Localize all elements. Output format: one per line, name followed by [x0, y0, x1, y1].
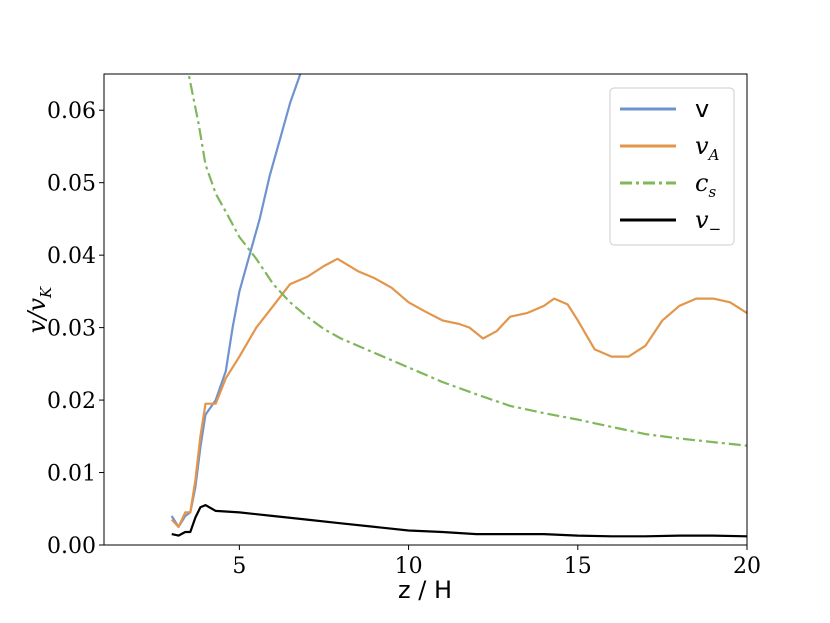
legend: v vA cs v−	[609, 87, 735, 246]
legend-frame	[609, 87, 735, 246]
series-line-c-s-line	[187, 74, 747, 447]
y-tick-label: 0.03	[47, 317, 96, 342]
x-tick-label: 5	[232, 554, 246, 579]
y-axis-label-main: v/v	[23, 298, 51, 334]
legend-label: v	[695, 95, 709, 123]
y-tick-label: 0.04	[47, 244, 96, 269]
legend-label: cs	[695, 169, 716, 201]
y-tick-label: 0.06	[47, 99, 96, 124]
series-layer	[170, 74, 747, 538]
legend-label: v−	[695, 206, 721, 238]
series-line-v-a-line	[170, 257, 747, 528]
x-tick-label: 15	[564, 554, 592, 579]
x-axis-label: z / H	[398, 576, 452, 604]
y-tick-label: 0.05	[47, 172, 96, 197]
series-line-v-line	[171, 504, 747, 538]
x-tick-label: 20	[733, 554, 761, 579]
y-tick-label: 0.02	[47, 389, 96, 414]
y-axis-label-sub: K	[37, 286, 55, 299]
x-axis: 5 10 15 20	[232, 545, 761, 579]
legend-label: vA	[695, 132, 720, 164]
y-axis: 0.00 0.01 0.02 0.03 0.04 0.05 0.06	[47, 99, 104, 559]
y-axis-label: v/vK	[23, 286, 55, 333]
y-tick-label: 0.00	[47, 534, 96, 559]
x-tick-label: 10	[395, 554, 423, 579]
series-line-v-line	[170, 74, 302, 528]
svg-text:v/vK: v/vK	[23, 286, 55, 333]
plot-frame	[103, 73, 748, 546]
y-tick-label: 0.01	[47, 462, 96, 487]
